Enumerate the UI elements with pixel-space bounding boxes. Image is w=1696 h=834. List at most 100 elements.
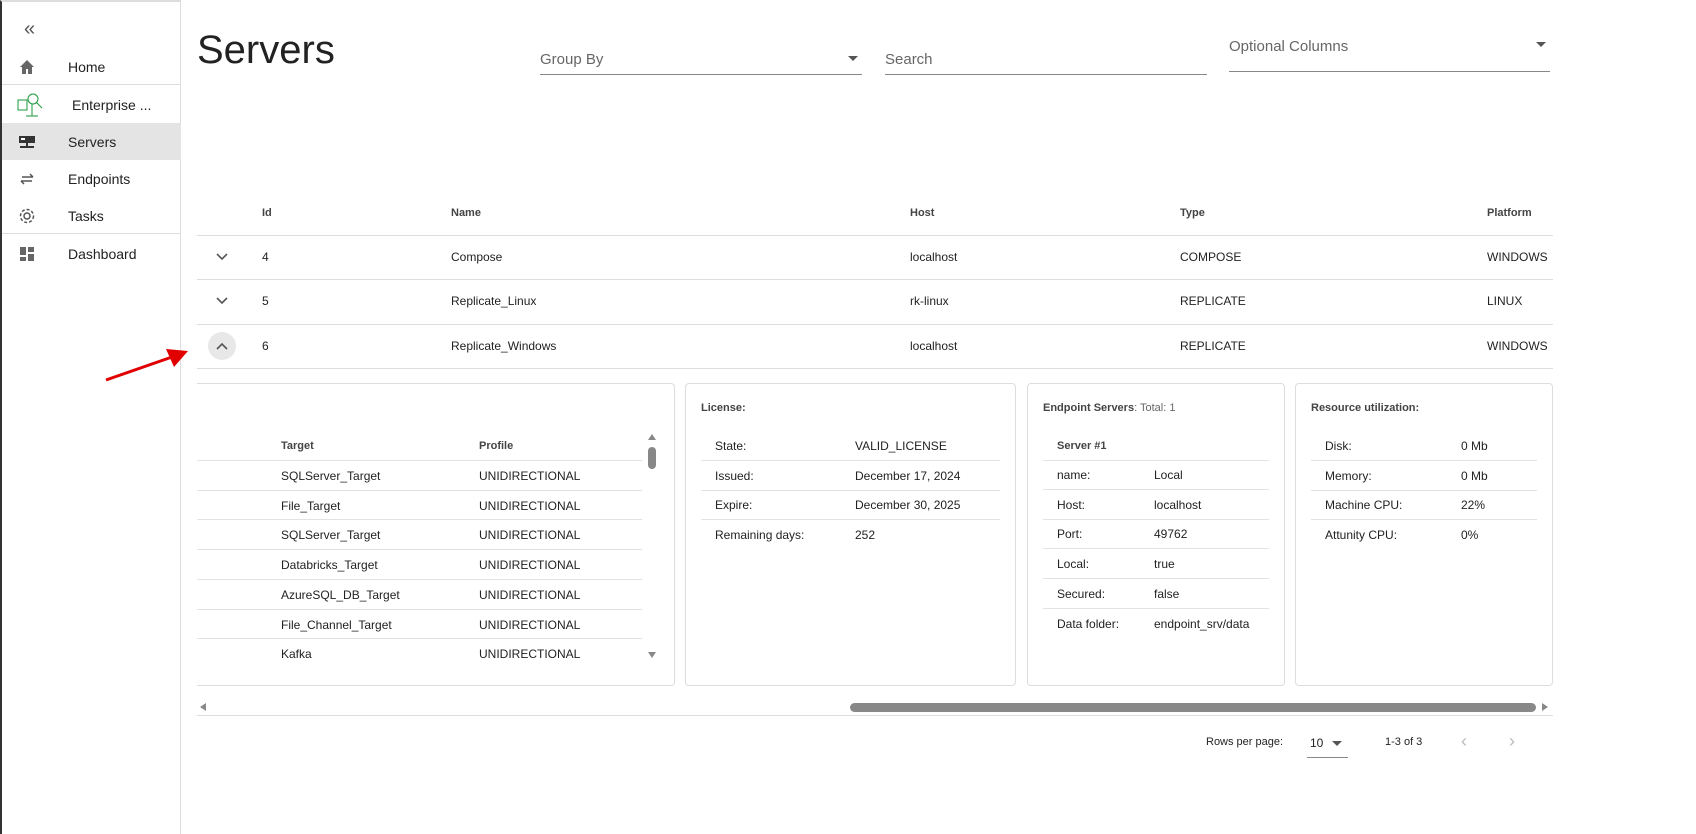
field-label: State: bbox=[715, 439, 747, 453]
search-input[interactable]: Search bbox=[885, 45, 1207, 75]
field-value: 252 bbox=[855, 528, 876, 543]
resources-card: Resource utilization: Disk: 0 Mb Memory: 0 M… bbox=[1295, 383, 1553, 686]
row-divider bbox=[197, 235, 1553, 236]
target-name: SQLServer_Target bbox=[281, 469, 381, 483]
scroll-down-icon[interactable] bbox=[648, 652, 656, 658]
target-profile: UNIDIRECTIONAL bbox=[479, 617, 581, 632]
target-name: Kafka bbox=[281, 647, 312, 662]
field-value: 0 Mb bbox=[1461, 468, 1488, 483]
target-name: File_Channel_Target bbox=[281, 617, 392, 632]
column-header-platform[interactable]: Platform bbox=[1487, 207, 1532, 219]
target-name: SQLServer_Target bbox=[281, 528, 381, 543]
target-row: Kafka UNIDIRECTIONAL bbox=[197, 638, 642, 668]
cell-name: Replicate_Windows bbox=[451, 339, 557, 353]
scroll-left-icon[interactable] bbox=[200, 703, 206, 711]
target-profile: UNIDIRECTIONAL bbox=[479, 558, 581, 573]
chevron-up-icon bbox=[216, 342, 228, 350]
cell-id: 5 bbox=[262, 294, 269, 308]
column-header-host[interactable]: Host bbox=[910, 207, 935, 219]
scrollbar-thumb[interactable] bbox=[850, 703, 1536, 712]
gear-icon bbox=[18, 207, 36, 225]
field-row: Port: 49762 bbox=[1043, 519, 1269, 550]
page-title: Servers bbox=[197, 28, 335, 72]
expand-row-button[interactable] bbox=[208, 243, 236, 271]
target-name: Databricks_Target bbox=[281, 558, 378, 573]
optional-columns-label: Optional Columns bbox=[1229, 38, 1349, 55]
server-icon bbox=[18, 133, 36, 151]
field-row: Remaining days: 252 bbox=[701, 520, 1000, 550]
chevron-down-icon bbox=[848, 56, 858, 61]
server-label: Server #1 bbox=[1057, 440, 1107, 452]
scrollbar-thumb[interactable] bbox=[648, 447, 656, 469]
scroll-right-icon[interactable] bbox=[1542, 703, 1548, 711]
sidebar-item-home[interactable]: Home bbox=[2, 48, 181, 85]
collapse-row-button[interactable] bbox=[208, 332, 236, 360]
page-range: 1-3 of 3 bbox=[1385, 736, 1423, 748]
field-row: Attunity CPU: 0% bbox=[1311, 520, 1537, 550]
annotation-arrow bbox=[105, 349, 188, 382]
target-row: Databricks_Target UNIDIRECTIONAL bbox=[197, 549, 642, 579]
next-page-button[interactable]: › bbox=[1509, 731, 1515, 751]
column-header-name[interactable]: Name bbox=[451, 207, 481, 219]
sidebar: « Home Enterprise ... Servers Endpoints Task… bbox=[0, 0, 181, 834]
sidebar-item-enterprise[interactable]: Enterprise ... bbox=[2, 86, 181, 123]
field-label: name: bbox=[1057, 468, 1091, 482]
optional-columns-select[interactable]: Optional Columns bbox=[1229, 32, 1550, 72]
sidebar-item-label: Dashboard bbox=[68, 245, 137, 262]
dashboard-icon bbox=[18, 245, 36, 263]
field-label: Remaining days: bbox=[715, 528, 805, 543]
horizontal-scrollbar[interactable] bbox=[197, 700, 1553, 716]
group-by-label: Group By bbox=[540, 51, 604, 68]
cell-id: 4 bbox=[262, 250, 269, 264]
field-row: Host: localhost bbox=[1043, 490, 1269, 520]
cell-platform: LINUX bbox=[1487, 294, 1523, 308]
scroll-up-icon[interactable] bbox=[648, 434, 656, 440]
chevron-down-icon bbox=[1536, 42, 1546, 47]
field-value: localhost bbox=[1154, 497, 1202, 512]
field-value: 0% bbox=[1461, 528, 1479, 543]
field-label: Data folder: bbox=[1057, 616, 1120, 631]
row-divider bbox=[197, 324, 1553, 325]
row-divider bbox=[197, 279, 1553, 280]
sidebar-item-servers[interactable]: Servers bbox=[2, 123, 181, 160]
column-header-id[interactable]: Id bbox=[262, 207, 272, 219]
vertical-scrollbar[interactable] bbox=[647, 434, 657, 664]
collapse-sidebar-icon[interactable]: « bbox=[24, 18, 36, 40]
target-profile: UNIDIRECTIONAL bbox=[479, 587, 581, 602]
license-card: License: State: VALID_LICENSE Issued: Decemb… bbox=[685, 383, 1016, 686]
cell-type: REPLICATE bbox=[1180, 339, 1246, 353]
target-profile: UNIDIRECTIONAL bbox=[479, 498, 581, 513]
target-name: AzureSQL_DB_Target bbox=[281, 587, 400, 602]
field-label: Machine CPU: bbox=[1325, 498, 1403, 513]
expand-row-button[interactable] bbox=[208, 287, 236, 315]
field-row: Machine CPU: 22% bbox=[1311, 490, 1537, 521]
field-row: Data folder: endpoint_srv/data bbox=[1043, 609, 1269, 639]
target-profile: UNIDIRECTIONAL bbox=[479, 528, 581, 543]
profile-header: Profile bbox=[479, 440, 514, 452]
field-label: Attunity CPU: bbox=[1325, 528, 1398, 543]
field-value: Local bbox=[1154, 468, 1183, 482]
card-title: License: bbox=[701, 402, 746, 414]
field-label: Host: bbox=[1057, 497, 1086, 512]
sidebar-item-endpoints[interactable]: Endpoints bbox=[2, 160, 181, 197]
chevron-down-icon bbox=[216, 253, 228, 261]
row-divider bbox=[197, 368, 1553, 369]
field-label: Local: bbox=[1057, 557, 1090, 572]
field-value: 49762 bbox=[1154, 527, 1188, 542]
target-profile: UNIDIRECTIONAL bbox=[479, 469, 581, 483]
field-value: December 30, 2025 bbox=[855, 498, 961, 513]
endpoint-servers-card: Endpoint Servers: Total: 1 Server #1 name:… bbox=[1027, 383, 1285, 686]
chevron-down-icon bbox=[1332, 741, 1342, 746]
sidebar-item-dashboard[interactable]: Dashboard bbox=[2, 235, 181, 272]
target-profile: UNIDIRECTIONAL bbox=[479, 647, 581, 662]
sidebar-item-tasks[interactable]: Tasks bbox=[2, 197, 181, 234]
target-name: File_Target bbox=[281, 498, 341, 513]
rows-per-page-select[interactable]: 10 bbox=[1307, 728, 1348, 758]
target-row: File_Channel_Target UNIDIRECTIONAL bbox=[197, 608, 642, 639]
prev-page-button[interactable]: ‹ bbox=[1461, 731, 1467, 751]
field-label: Expire: bbox=[715, 498, 753, 513]
group-by-select[interactable]: Group By bbox=[540, 45, 862, 75]
rows-per-page-value: 10 bbox=[1310, 736, 1324, 750]
column-header-type[interactable]: Type bbox=[1180, 207, 1205, 219]
field-row: Local: true bbox=[1043, 549, 1269, 580]
